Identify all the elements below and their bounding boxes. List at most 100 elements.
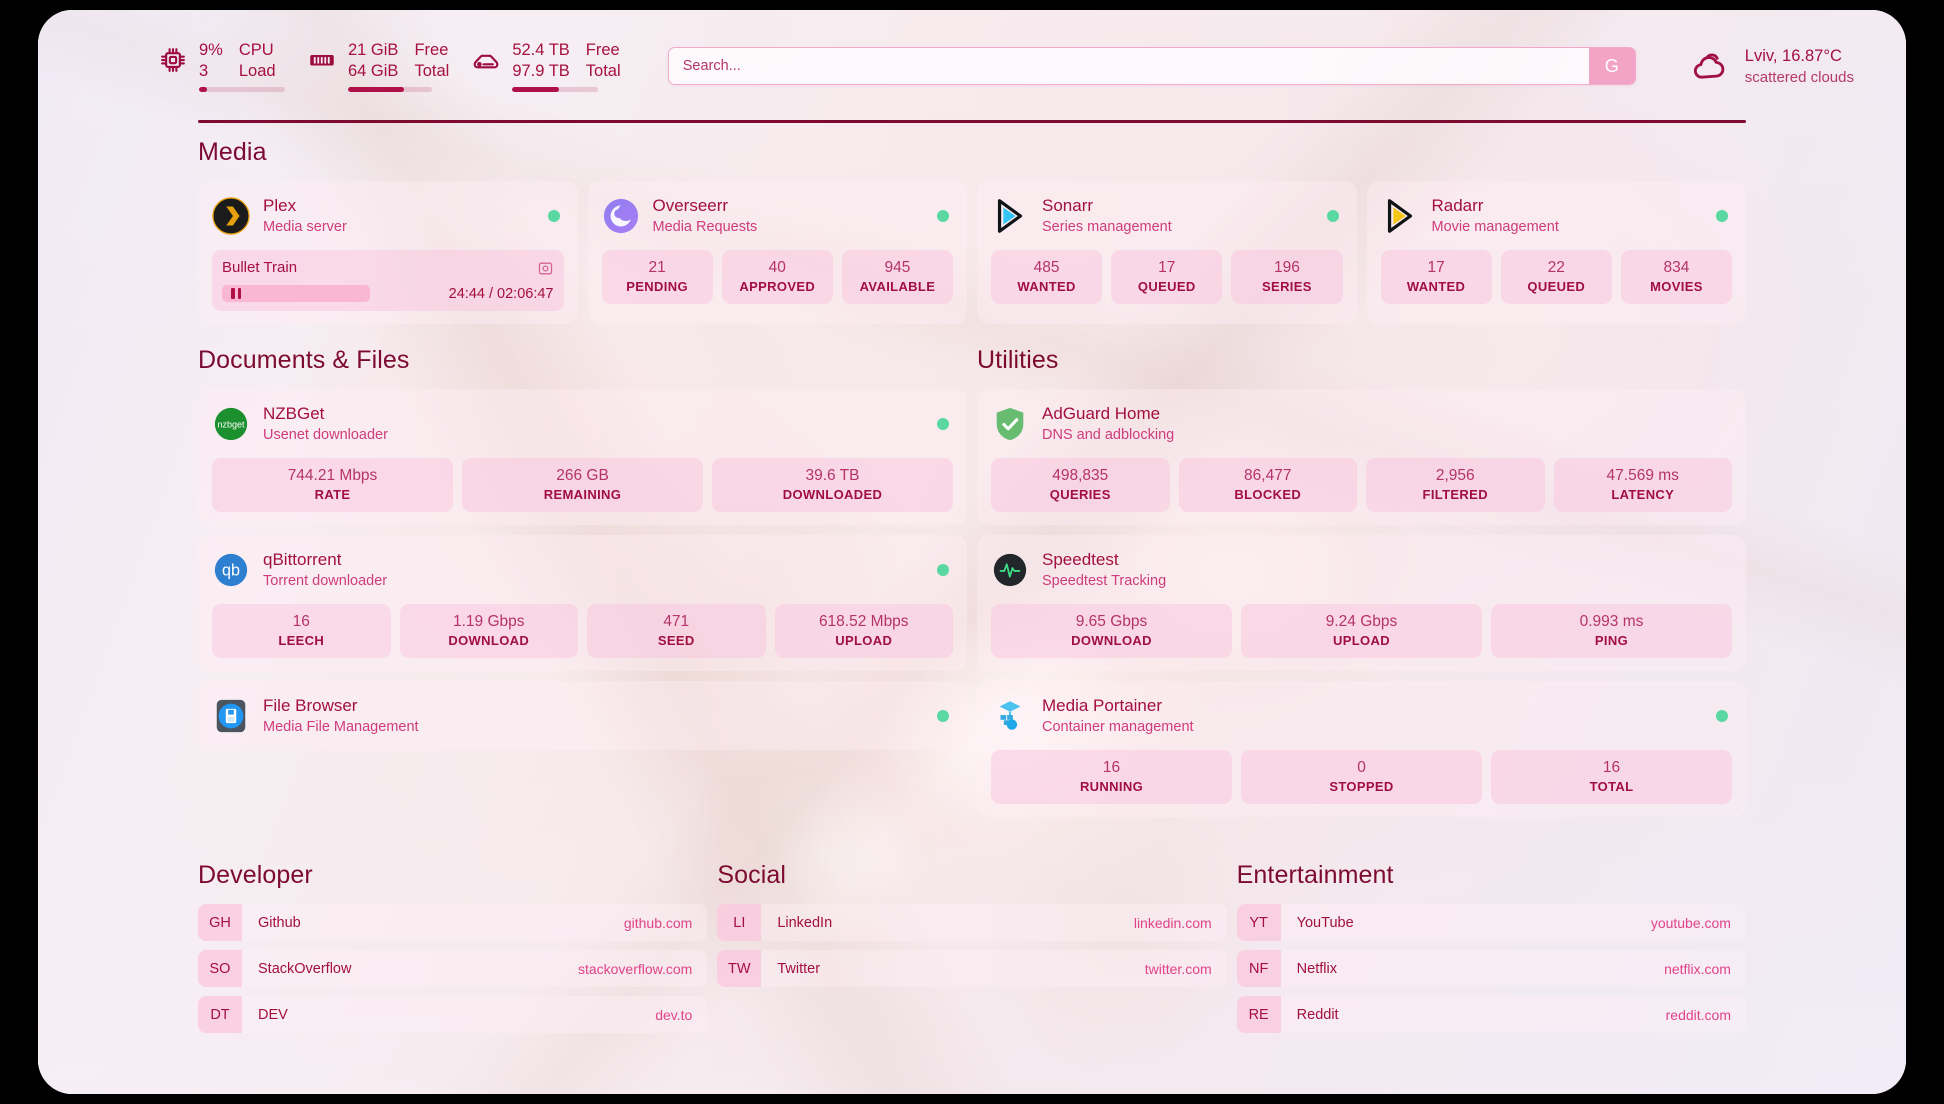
bookmark-name: LinkedIn (777, 914, 833, 931)
qbittorrent-stats: 16 LEECH 1.19 Gbps DOWNLOAD 471 SEED (212, 604, 953, 658)
cpu-stat-body: 9% 3 CPU Load (199, 40, 285, 92)
speedtest-stats: 9.65 Gbps DOWNLOAD 9.24 Gbps UPLOAD 0.99… (991, 604, 1732, 658)
plex-progress-bar[interactable] (222, 285, 370, 302)
stat-tile: 945 AVAILABLE (841, 250, 954, 304)
tile-label: STOPPED (1329, 779, 1394, 794)
tile-value: 16 (1602, 759, 1621, 776)
sonarr-status-dot (1326, 210, 1339, 222)
tile-label: WANTED (1017, 279, 1076, 294)
tile-label: RUNNING (1079, 779, 1144, 794)
section-title-documents: Documents & Files (198, 346, 410, 374)
stat-disk: 52.4 TB 97.9 TB Free Total (471, 40, 621, 92)
cast-icon[interactable] (537, 260, 554, 277)
google-g-icon[interactable]: G (1588, 48, 1635, 84)
radarr-logo (1381, 197, 1419, 235)
filebrowser-status-dot (937, 710, 949, 722)
bookmark-item-twitter[interactable]: TW Twitter twitter.com (717, 950, 1227, 987)
service-card-qbittorrent[interactable]: qb qBittorrent Torrent downloader (198, 535, 967, 671)
dashboard-page: 9% 3 CPU Load (38, 10, 1906, 1094)
header-bar: 9% 3 CPU Load (38, 10, 1906, 122)
stat-tile: 17 WANTED (1380, 250, 1492, 304)
tile-value: 0 (1357, 759, 1366, 776)
portainer-stats: 16 RUNNING 0 STOPPED 16 TOTAL (991, 750, 1732, 804)
bookmark-list-entertainment: YT YouTube youtube.com NF Netflix netfli… (1236, 904, 1746, 1033)
bookmark-badge: TW (717, 950, 762, 987)
memory-stat-body: 21 GiB 64 GiB Free Total (348, 40, 449, 92)
tile-label: SEED (657, 633, 695, 648)
tile-value: 196 (1273, 259, 1300, 276)
weather-location-temp: Lviv, 16.87°C (1744, 46, 1842, 65)
pause-icon[interactable] (231, 288, 241, 299)
system-stats: 9% 3 CPU Load (158, 40, 621, 92)
service-card-adguard[interactable]: AdGuard Home DNS and adblocking 498,835 … (977, 389, 1746, 525)
nzbget-card-header: nzbget NZBGet Usenet downloader (212, 403, 953, 445)
weather-widget[interactable]: Lviv, 16.87°C scattered clouds (1683, 45, 1854, 88)
bookmark-badge: LI (717, 904, 762, 941)
tile-label: LEECH (278, 633, 325, 648)
nzbget-card-text: NZBGet Usenet downloader (263, 403, 388, 445)
tile-label: BLOCKED (1234, 487, 1302, 502)
service-card-sonarr[interactable]: Sonarr Series management 485 WANTED (977, 181, 1357, 324)
tile-value: 39.6 TB (805, 467, 860, 484)
sonarr-stats: 485 WANTED 17 QUEUED 196 SERIES (991, 250, 1343, 304)
overseerr-name: Overseerr (652, 196, 729, 215)
tile-value: 2,956 (1435, 467, 1475, 484)
stat-tile: 22 QUEUED (1500, 250, 1612, 304)
stat-tile: 16 LEECH (212, 604, 391, 658)
bookmark-item-linkedin[interactable]: LI LinkedIn linkedin.com (717, 904, 1227, 941)
portainer-status-dot (1716, 710, 1728, 722)
tile-value: 47.569 ms (1606, 467, 1679, 484)
tile-label: UPLOAD (835, 633, 893, 648)
filebrowser-card-text: File Browser Media File Management (263, 695, 419, 737)
bookmark-list-social: LI LinkedIn linkedin.com TW Twitter twit… (717, 904, 1227, 987)
service-card-filebrowser[interactable]: File Browser Media File Management (198, 681, 967, 750)
speedtest-card-text: Speedtest Speedtest Tracking (1042, 549, 1166, 591)
tile-value: 86,477 (1244, 467, 1292, 484)
service-card-radarr[interactable]: Radarr Movie management 17 WANTED 2 (1366, 181, 1746, 324)
tile-value: 485 (1033, 259, 1060, 276)
search-input[interactable] (668, 48, 1589, 84)
mid-columns: Documents & Files nzbget NZBGet (198, 346, 1746, 817)
bookmark-group-entertainment: Entertainment YT YouTube youtube.com NF … (1236, 861, 1746, 1033)
bookmark-url: reddit.com (1665, 1006, 1731, 1023)
overseerr-card-header: Overseerr Media Requests (602, 195, 954, 237)
service-card-portainer[interactable]: Media Portainer Container management 16 … (977, 681, 1746, 817)
weather-text: Lviv, 16.87°C scattered clouds (1745, 45, 1854, 88)
cpu-usage-bar (199, 87, 285, 92)
bookmark-item-dev[interactable]: DT DEV dev.to (198, 996, 708, 1033)
cpu-value-top: 9% (199, 41, 223, 59)
adguard-card-text: AdGuard Home DNS and adblocking (1042, 403, 1174, 445)
portainer-name: Media Portainer (1042, 696, 1163, 715)
bookmark-url: youtube.com (1650, 914, 1731, 931)
service-card-speedtest[interactable]: Speedtest Speedtest Tracking 9.65 Gbps D… (977, 535, 1746, 671)
stat-tile: 1.19 Gbps DOWNLOAD (399, 604, 578, 658)
bookmark-item-stackoverflow[interactable]: SO StackOverflow stackoverflow.com (198, 950, 708, 987)
adguard-logo (991, 405, 1029, 443)
memory-label-top: Free (414, 41, 449, 59)
qbittorrent-logo: qb (212, 551, 250, 589)
stat-tile: 16 RUNNING (991, 750, 1232, 804)
bookmark-item-youtube[interactable]: YT YouTube youtube.com (1236, 904, 1746, 941)
tile-label: REMAINING (543, 487, 622, 502)
bookmark-title-developer: Developer (198, 861, 313, 889)
disk-icon (471, 45, 501, 75)
tile-label: QUEUED (1527, 279, 1586, 294)
memory-value-top: 21 GiB (348, 41, 399, 59)
tile-label: PENDING (626, 279, 688, 294)
sonarr-logo (991, 197, 1029, 235)
bookmark-item-reddit[interactable]: RE Reddit reddit.com (1236, 996, 1746, 1033)
speedtest-logo (991, 551, 1029, 589)
bookmark-item-netflix[interactable]: NF Netflix netflix.com (1236, 950, 1746, 987)
sonarr-desc: Series management (1042, 219, 1172, 235)
svg-text:qb: qb (222, 562, 240, 580)
memory-value-bottom: 64 GiB (348, 62, 399, 80)
stat-tile: 39.6 TB DOWNLOADED (712, 458, 953, 512)
search-bar[interactable]: G (667, 47, 1636, 85)
bookmark-name: YouTube (1296, 914, 1354, 931)
bookmark-item-github[interactable]: GH Github github.com (198, 904, 708, 941)
service-card-nzbget[interactable]: nzbget NZBGet Usenet downloader 74 (198, 389, 967, 525)
tile-value: 16 (292, 613, 310, 630)
service-card-overseerr[interactable]: Overseerr Media Requests 21 PENDING (587, 181, 967, 324)
service-card-plex[interactable]: Plex Media server Bullet Train (198, 181, 578, 324)
bookmark-name: DEV (258, 1006, 288, 1023)
